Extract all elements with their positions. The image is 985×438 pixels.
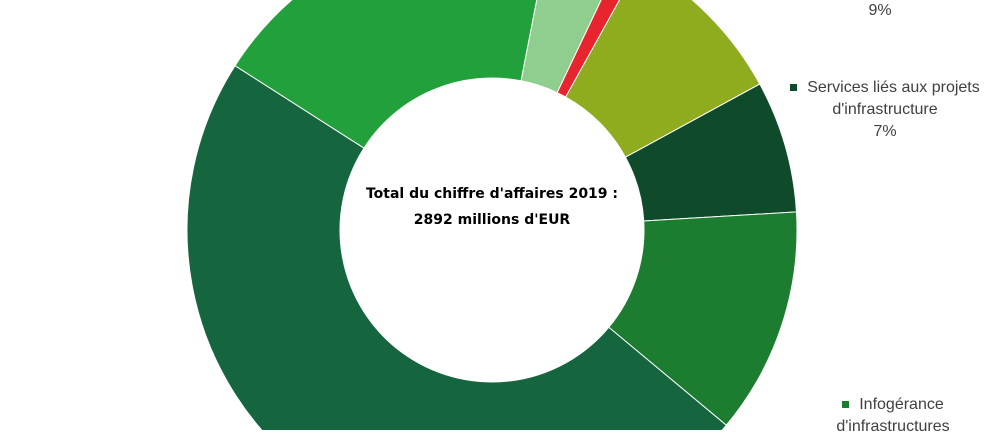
legend-marker bbox=[790, 84, 798, 92]
legend-label: Infogérance d'infrastructures bbox=[836, 396, 950, 435]
donut bbox=[186, 0, 798, 430]
legend-item: Infogérance d'infrastructures bbox=[793, 394, 985, 438]
legend-item: Infrastructure9% bbox=[780, 0, 980, 22]
value-label: 7% bbox=[873, 123, 897, 140]
donut-slice bbox=[234, 0, 538, 149]
center-text: Total du chiffre d'affaires 2019 : bbox=[366, 186, 618, 202]
donut-slice bbox=[186, 64, 728, 430]
value-label: 9% bbox=[868, 2, 892, 19]
donut-slice bbox=[520, 0, 602, 94]
center-text: 2892 millions d'EUR bbox=[414, 212, 571, 228]
legend-label: Services liés aux projets d'infrastructu… bbox=[807, 79, 980, 118]
legend-marker bbox=[842, 401, 850, 409]
legend-item: Services liés aux projets d'infrastructu… bbox=[785, 77, 985, 143]
